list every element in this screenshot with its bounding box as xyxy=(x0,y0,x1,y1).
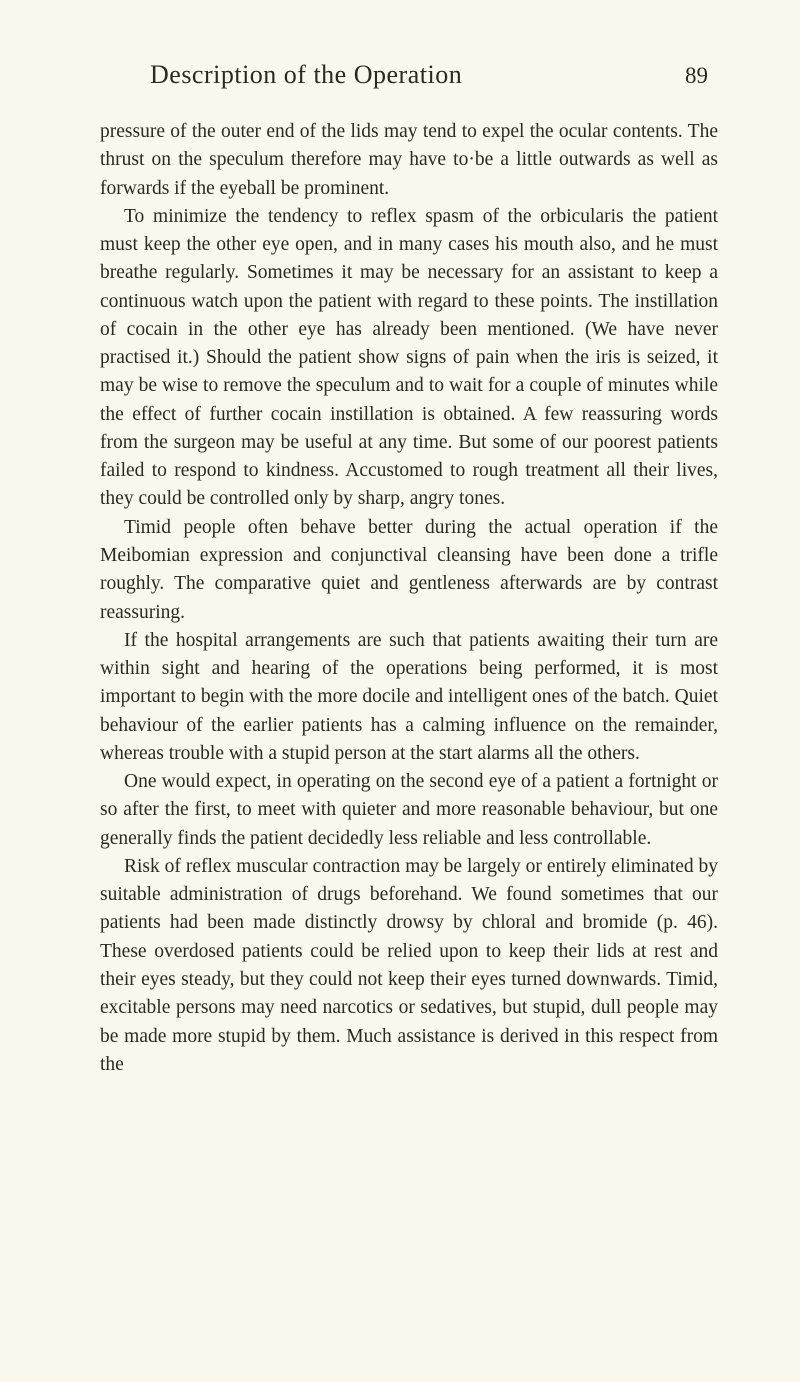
paragraph: pressure of the outer end of the lids ma… xyxy=(100,118,718,203)
body-text: pressure of the outer end of the lids ma… xyxy=(100,118,718,1079)
page-number: 89 xyxy=(685,63,708,89)
paragraph: One would expect, in operating on the se… xyxy=(100,768,718,853)
paragraph: If the hospital arrangements are such th… xyxy=(100,627,718,768)
paragraph: Timid people often behave better during … xyxy=(100,514,718,627)
page-header: Description of the Operation 89 xyxy=(100,60,718,90)
paragraph: To minimize the tendency to reflex spasm… xyxy=(100,203,718,514)
paragraph: Risk of reflex muscular contraction may … xyxy=(100,853,718,1079)
running-title: Description of the Operation xyxy=(150,60,462,90)
